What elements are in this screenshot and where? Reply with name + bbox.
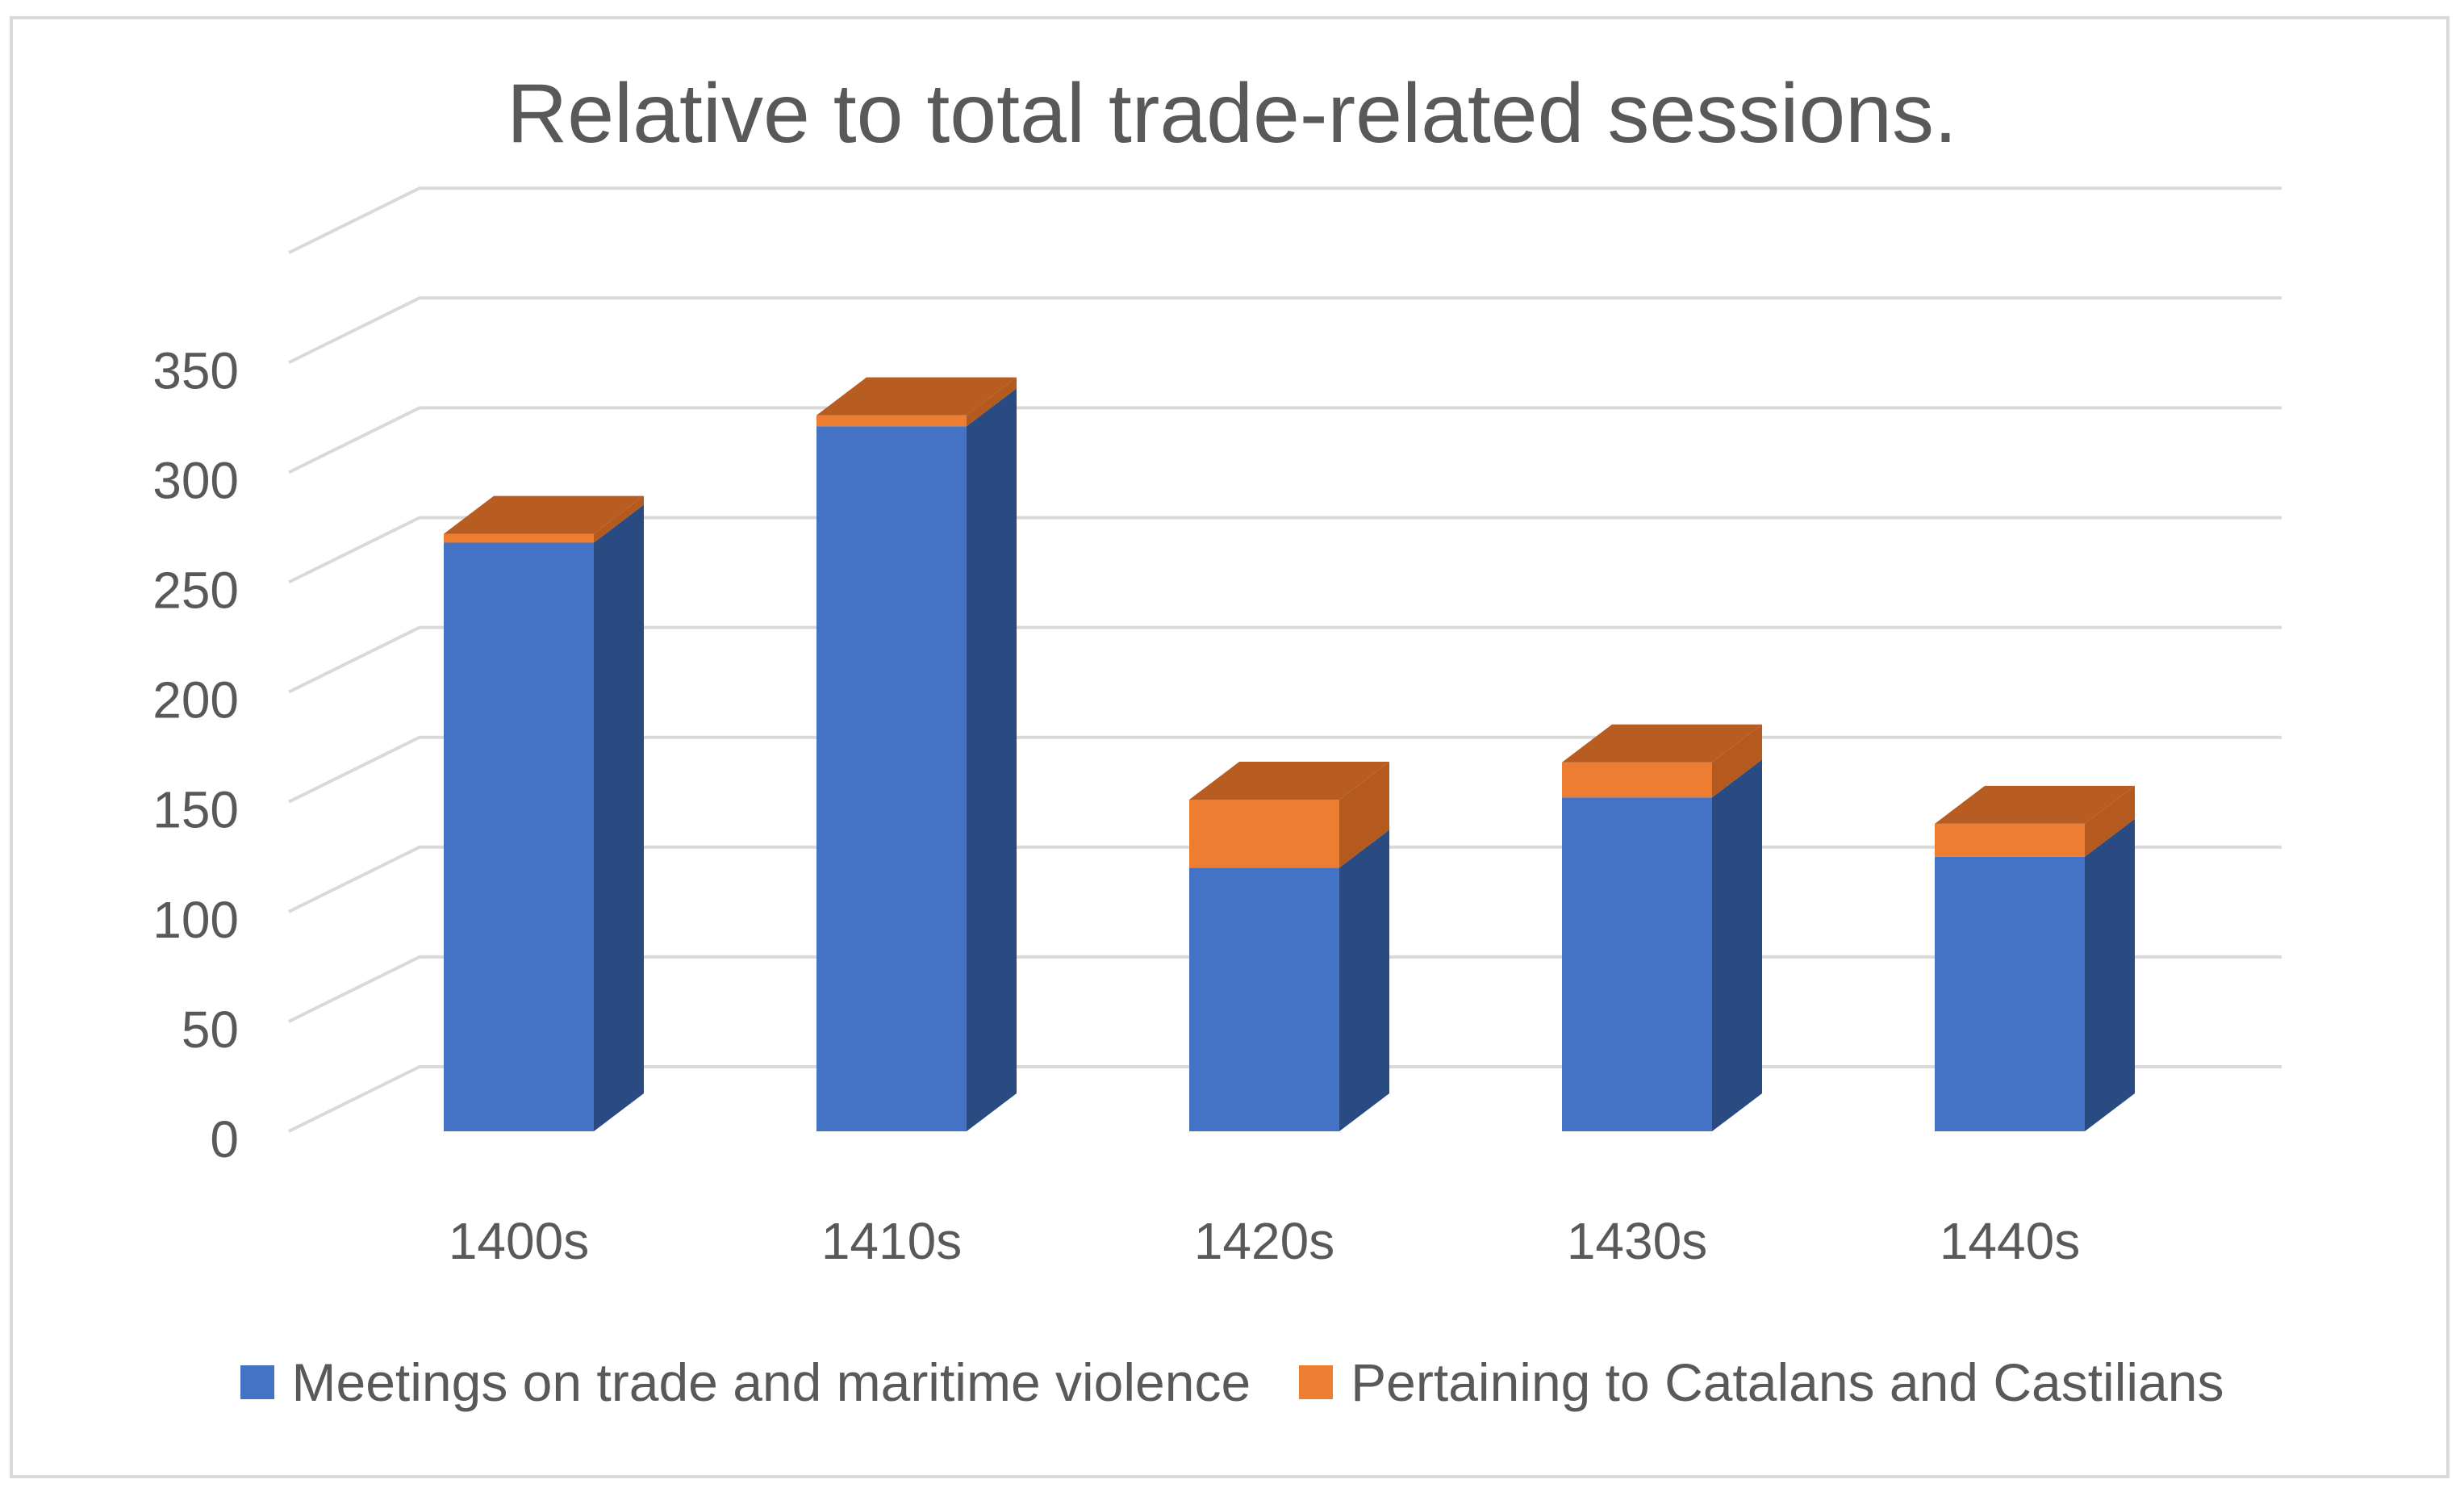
- y-tick-label: 100: [152, 891, 239, 949]
- bar-side-1410s-1: [967, 377, 1017, 427]
- x-tick-label: 1400s: [449, 1212, 589, 1270]
- bar-1400s-meetings: [444, 542, 594, 1131]
- bar-top-1440s: [1935, 785, 2135, 824]
- bar-side-1440s-0: [2085, 818, 2135, 1131]
- y-tick-label: 200: [152, 671, 239, 729]
- x-tick-label: 1440s: [1940, 1212, 2080, 1270]
- bar-side-1430s-0: [1712, 759, 1762, 1131]
- bar-top-1400s: [444, 495, 644, 534]
- gridline: [288, 186, 2282, 254]
- bars: [444, 377, 2135, 1131]
- chart-frame: [10, 16, 2449, 1478]
- bar-side-1410s-0: [967, 388, 1017, 1131]
- gridline: [288, 516, 2282, 584]
- x-tick-label: 1420s: [1194, 1212, 1334, 1270]
- gridline: [288, 625, 2282, 694]
- y-tick-label: 0: [210, 1110, 239, 1168]
- legend-label-catalans: Pertaining to Catalans and Castilians: [1351, 1352, 2224, 1412]
- bar-1410s-catalans: [816, 415, 967, 427]
- bar-1440s-catalans: [1935, 823, 2085, 857]
- bar-side-1440s-1: [2085, 785, 2135, 857]
- bar-1430s-catalans: [1562, 762, 1712, 798]
- bar-top-1430s: [1562, 724, 1762, 763]
- bar-side-1430s-1: [1712, 724, 1762, 798]
- bar-top-1420s: [1189, 761, 1389, 800]
- bar-side-1420s-0: [1339, 830, 1389, 1131]
- y-tick-label: 300: [152, 451, 239, 509]
- legend-label-meetings: Meetings on trade and maritime violence: [291, 1352, 1251, 1412]
- gridline: [288, 296, 2282, 365]
- bar-1420s-meetings: [1189, 867, 1339, 1131]
- x-tick-label: 1410s: [821, 1212, 962, 1270]
- gridline: [288, 406, 2282, 474]
- y-axis-ticks: 0 50 100 150 200 250 300 350: [152, 341, 239, 1168]
- bar-1410s-meetings: [816, 426, 967, 1131]
- bar-side-1400s-1: [594, 495, 644, 543]
- legend-swatch-meetings: [240, 1365, 274, 1399]
- bar-1400s-catalans: [444, 533, 594, 543]
- bar-side-1400s-0: [594, 504, 644, 1131]
- bar-1430s-meetings: [1562, 797, 1712, 1131]
- legend-item-meetings: Meetings on trade and maritime violence: [240, 1352, 1251, 1413]
- bar-top-1410s: [816, 377, 1017, 416]
- bar-1420s-catalans: [1189, 799, 1339, 868]
- y-tick-label: 350: [152, 341, 239, 399]
- bar-1440s-meetings: [1935, 856, 2085, 1131]
- y-tick-label: 150: [152, 781, 239, 839]
- x-tick-label: 1430s: [1567, 1212, 1707, 1270]
- bar-side-1420s-1: [1339, 761, 1389, 868]
- legend-swatch-catalans: [1299, 1365, 1334, 1399]
- legend: Meetings on trade and maritime violence …: [0, 1352, 2464, 1413]
- legend-item-catalans: Pertaining to Catalans and Castilians: [1299, 1352, 2224, 1413]
- y-tick-label: 50: [182, 1001, 239, 1059]
- y-tick-label: 250: [152, 562, 239, 620]
- x-axis-ticks: 1400s 1410s 1420s 1430s 1440s: [449, 1212, 2080, 1270]
- chart-title: Relative to total trade-related sessions…: [507, 67, 1957, 161]
